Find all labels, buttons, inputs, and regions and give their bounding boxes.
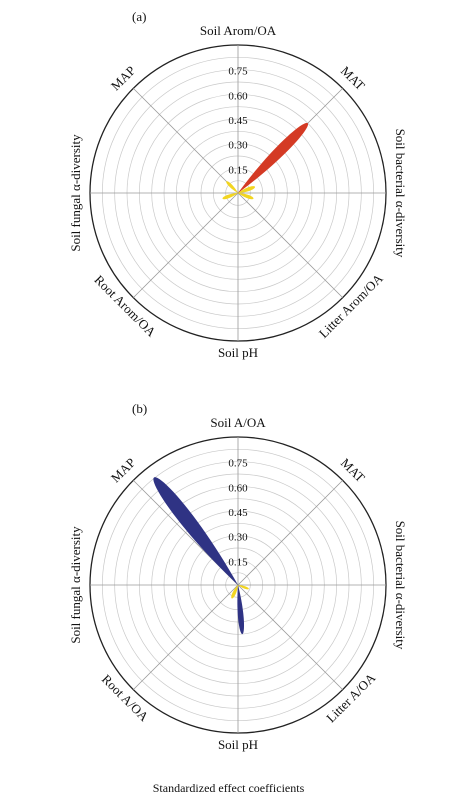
petal-2	[226, 181, 238, 193]
r-tick-label: 0.15	[228, 556, 248, 568]
r-tick-label: 0.75	[228, 66, 248, 78]
petal-1	[238, 122, 309, 193]
axis-label-soil-bacterial-alpha-diversity: Soil bacterial α-diversity	[393, 129, 408, 258]
r-tick-label: 0.30	[228, 140, 248, 152]
panel-tag: (b)	[132, 401, 147, 416]
petal-5	[222, 193, 238, 200]
r-tick-label: 0.45	[228, 115, 248, 127]
spoke-map	[133, 88, 239, 194]
r-tick-label: 0.75	[228, 458, 248, 470]
axis-label-soil-bacterial-alpha-diversity: Soil bacterial α-diversity	[393, 521, 408, 650]
axis-label-soil-a-oa: Soil A/OA	[210, 415, 266, 430]
petal-3	[238, 186, 256, 193]
axis-label-soil-ph: Soil pH	[218, 737, 258, 752]
spoke-root-a-oa	[133, 584, 239, 690]
spoke-litter-a-oa	[237, 584, 343, 690]
panel-tag: (a)	[132, 9, 146, 24]
spoke-litter-arom-oa	[237, 192, 343, 298]
spoke-mat	[237, 480, 343, 586]
r-tick-label: 0.60	[228, 90, 248, 102]
axis-label-soil-ph: Soil pH	[218, 345, 258, 360]
axis-label-soil-arom-oa: Soil Arom/OA	[200, 23, 277, 38]
figure-caption: Standardized effect coefficients	[152, 781, 305, 795]
petal-1	[153, 477, 238, 585]
r-tick-label: 0.60	[228, 482, 248, 494]
axis-label-soil-fungal-alpha-diversity: Soil fungal α-diversity	[68, 526, 83, 644]
petal-4	[238, 585, 249, 590]
r-tick-label: 0.30	[228, 532, 248, 544]
petal-3	[231, 585, 238, 599]
r-tick-label: 0.15	[228, 164, 248, 176]
petal-4	[238, 193, 254, 200]
axis-label-soil-fungal-alpha-diversity: Soil fungal α-diversity	[68, 134, 83, 252]
petal-2	[237, 585, 245, 635]
spoke-root-arom-oa	[133, 192, 239, 298]
r-tick-label: 0.45	[228, 507, 248, 519]
